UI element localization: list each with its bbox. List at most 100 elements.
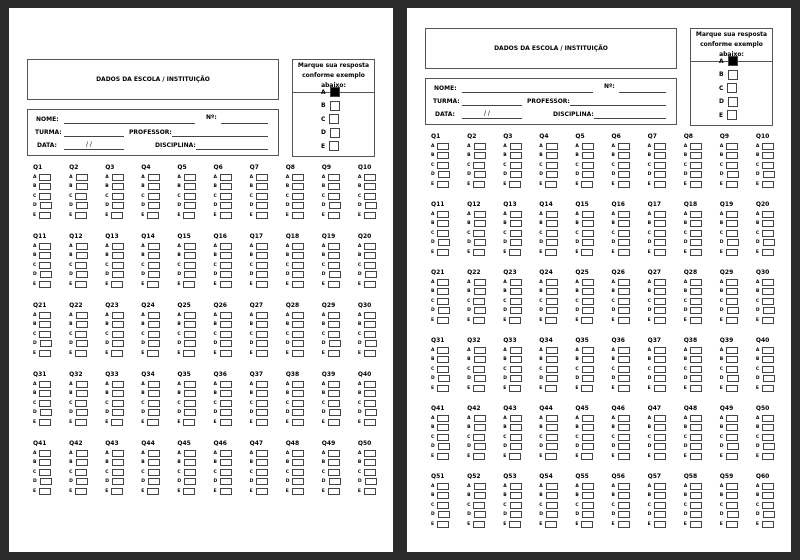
answer-bubble[interactable]	[546, 307, 559, 315]
answer-option[interactable]: A	[684, 415, 703, 422]
answer-option[interactable]: A	[214, 243, 232, 250]
answer-bubble[interactable]	[761, 248, 774, 256]
answer-option[interactable]: D	[431, 511, 450, 519]
answer-bubble[interactable]	[509, 415, 522, 422]
answer-bubble[interactable]	[473, 501, 486, 509]
answer-bubble[interactable]	[184, 202, 197, 210]
answer-option[interactable]: E	[214, 280, 232, 288]
answer-option[interactable]: E	[214, 418, 232, 426]
answer-bubble[interactable]	[437, 297, 450, 305]
answer-option[interactable]: C	[286, 261, 304, 269]
answer-option[interactable]: C	[358, 468, 377, 476]
answer-option[interactable]: E	[250, 211, 268, 219]
answer-option[interactable]: D	[503, 511, 522, 519]
answer-bubble[interactable]	[653, 161, 666, 169]
answer-bubble[interactable]	[111, 478, 124, 486]
answer-bubble[interactable]	[653, 501, 666, 509]
answer-option[interactable]: A	[503, 211, 522, 218]
answer-bubble[interactable]	[654, 279, 667, 286]
answer-bubble[interactable]	[292, 202, 305, 210]
answer-bubble[interactable]	[75, 183, 88, 191]
answer-option[interactable]: A	[539, 347, 558, 354]
answer-option[interactable]: E	[250, 487, 268, 495]
answer-bubble[interactable]	[581, 143, 594, 150]
answer-bubble[interactable]	[690, 161, 702, 169]
answer-bubble[interactable]	[473, 384, 486, 392]
answer-bubble[interactable]	[363, 418, 376, 426]
answer-bubble[interactable]	[762, 415, 775, 422]
answer-bubble[interactable]	[219, 399, 232, 407]
answer-option[interactable]: C	[214, 330, 232, 338]
answer-bubble[interactable]	[545, 180, 558, 188]
answer-bubble[interactable]	[473, 365, 486, 373]
answer-bubble[interactable]	[183, 261, 196, 269]
answer-bubble[interactable]	[256, 252, 269, 260]
answer-bubble[interactable]	[618, 307, 631, 315]
answer-option[interactable]: B	[33, 390, 52, 398]
answer-option[interactable]: E	[756, 316, 774, 324]
answer-bubble[interactable]	[220, 202, 233, 210]
answer-option[interactable]: A	[177, 450, 196, 457]
answer-bubble[interactable]	[726, 288, 739, 296]
answer-option[interactable]: B	[720, 152, 739, 160]
answer-bubble[interactable]	[545, 492, 558, 500]
answer-bubble[interactable]	[219, 252, 232, 260]
answer-option[interactable]: A	[684, 347, 703, 354]
answer-option[interactable]: B	[69, 321, 88, 329]
answer-option[interactable]: B	[358, 390, 377, 398]
answer-option[interactable]: C	[575, 501, 594, 509]
answer-bubble[interactable]	[255, 399, 268, 407]
answer-bubble[interactable]	[328, 192, 341, 200]
answer-bubble[interactable]	[617, 220, 630, 228]
answer-option[interactable]: D	[503, 375, 522, 383]
answer-bubble[interactable]	[437, 483, 450, 490]
answer-option[interactable]: D	[684, 307, 703, 315]
answer-bubble[interactable]	[364, 261, 377, 269]
answer-bubble[interactable]	[291, 280, 304, 288]
answer-option[interactable]: A	[648, 415, 667, 422]
answer-option[interactable]: C	[358, 330, 377, 338]
answer-bubble[interactable]	[111, 252, 124, 260]
answer-bubble[interactable]	[111, 321, 124, 329]
answer-bubble[interactable]	[726, 511, 739, 519]
answer-bubble[interactable]	[327, 280, 340, 288]
professor-field[interactable]	[570, 105, 666, 106]
answer-bubble[interactable]	[39, 330, 52, 338]
answer-option[interactable]: E	[648, 316, 666, 324]
answer-bubble[interactable]	[292, 478, 305, 486]
answer-bubble[interactable]	[473, 239, 486, 247]
answer-option[interactable]: D	[33, 271, 52, 279]
answer-option[interactable]: B	[756, 288, 775, 296]
answer-bubble[interactable]	[328, 202, 341, 210]
answer-bubble[interactable]	[726, 143, 739, 150]
answer-bubble[interactable]	[364, 174, 377, 181]
answer-option[interactable]: B	[684, 152, 703, 160]
answer-bubble[interactable]	[364, 243, 377, 250]
answer-option[interactable]: A	[720, 143, 739, 150]
answer-bubble[interactable]	[690, 220, 703, 228]
answer-bubble[interactable]	[509, 375, 522, 383]
answer-bubble[interactable]	[509, 433, 522, 441]
answer-option[interactable]: E	[322, 349, 340, 357]
answer-option[interactable]: A	[648, 143, 667, 150]
answer-option[interactable]: C	[431, 229, 450, 237]
answer-option[interactable]: D	[141, 478, 161, 486]
answer-bubble[interactable]	[219, 261, 232, 269]
answer-option[interactable]: D	[141, 202, 161, 210]
answer-option[interactable]: C	[322, 261, 341, 269]
answer-option[interactable]: E	[69, 280, 88, 288]
answer-bubble[interactable]	[582, 239, 595, 247]
answer-bubble[interactable]	[654, 443, 667, 451]
answer-option[interactable]: E	[141, 280, 160, 288]
answer-bubble[interactable]	[364, 459, 377, 467]
nome-field[interactable]	[462, 92, 593, 93]
answer-bubble[interactable]	[364, 330, 377, 338]
answer-option[interactable]: B	[33, 459, 52, 467]
answer-option[interactable]: D	[177, 478, 197, 486]
answer-option[interactable]: C	[539, 433, 558, 441]
answer-option[interactable]: E	[214, 349, 232, 357]
answer-option[interactable]: B	[467, 288, 486, 296]
answer-bubble[interactable]	[617, 384, 630, 392]
answer-bubble[interactable]	[762, 307, 775, 315]
answer-option[interactable]: B	[684, 356, 703, 364]
